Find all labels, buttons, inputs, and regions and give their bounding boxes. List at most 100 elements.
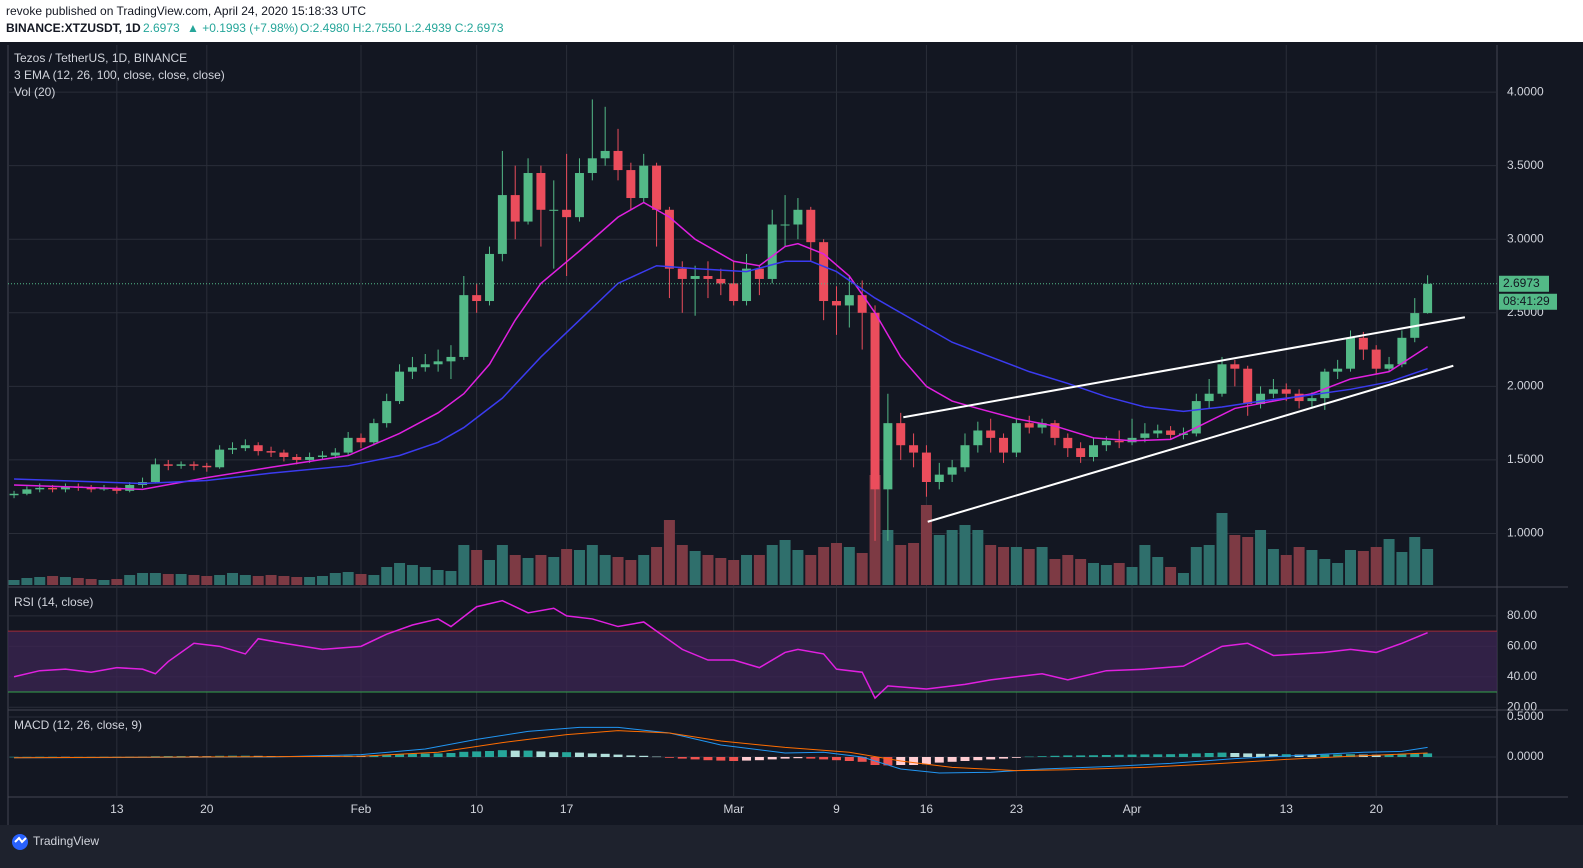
volume-bar xyxy=(612,557,624,585)
y-tick-label: 3.5000 xyxy=(1507,158,1544,172)
macd-histogram-bar xyxy=(664,757,674,758)
candle-body xyxy=(562,209,572,218)
volume-bar xyxy=(227,573,238,585)
x-tick-label: Feb xyxy=(351,802,372,816)
candle-body xyxy=(253,445,263,452)
macd-histogram-bar xyxy=(163,756,173,757)
volume-bar xyxy=(1280,555,1292,585)
macd-histogram-bar xyxy=(1384,754,1394,757)
candle-body xyxy=(690,276,700,279)
candle-body xyxy=(48,487,58,490)
volume-bar xyxy=(638,555,650,585)
volume-bar xyxy=(573,550,585,585)
y-tick-label: 60.00 xyxy=(1507,639,1537,653)
candle-body xyxy=(1063,437,1073,449)
macd-histogram-bar xyxy=(1166,754,1176,757)
macd-histogram-bar xyxy=(934,757,944,763)
candle-body xyxy=(909,445,919,453)
macd-histogram-bar xyxy=(754,757,764,761)
macd-histogram-bar xyxy=(806,757,816,759)
volume-bar xyxy=(676,545,688,585)
volume-bar xyxy=(124,575,136,585)
macd-histogram-bar xyxy=(9,756,19,758)
candle-body xyxy=(999,437,1009,453)
macd-histogram-bar xyxy=(35,756,45,758)
candle-body xyxy=(921,452,931,483)
x-tick-label: 20 xyxy=(1370,802,1384,816)
volume-bar xyxy=(1306,550,1318,585)
volume-bar xyxy=(265,575,277,585)
volume-bar xyxy=(1177,573,1189,585)
candle-body xyxy=(330,452,340,456)
volume-bar xyxy=(1345,550,1357,585)
volume-bar xyxy=(47,576,59,585)
candle-body xyxy=(857,295,867,313)
macd-histogram-bar xyxy=(1140,754,1150,757)
macd-histogram-bar xyxy=(1153,754,1163,757)
macd-title: MACD (12, 26, close, 9) xyxy=(14,718,142,732)
volume-bar xyxy=(1036,547,1048,585)
y-tick-label: 0.5000 xyxy=(1507,709,1544,723)
macd-histogram-bar xyxy=(1217,752,1227,757)
candle-body xyxy=(716,278,726,284)
volume-bar xyxy=(175,574,187,585)
candle-body xyxy=(1204,393,1214,402)
macd-histogram-bar xyxy=(742,757,752,761)
macd-histogram-bar xyxy=(472,751,482,757)
macd-histogram-bar xyxy=(150,756,160,757)
volume-bar xyxy=(1139,545,1151,585)
macd-histogram-bar xyxy=(652,756,662,758)
volume-bar xyxy=(201,576,213,585)
candle-body xyxy=(35,487,45,490)
macd-histogram-bar xyxy=(497,750,507,757)
volume-bar xyxy=(1293,547,1305,585)
volume-bar xyxy=(805,555,817,585)
macd-histogram-bar xyxy=(639,755,649,757)
candle-body xyxy=(343,437,353,453)
candle-body xyxy=(883,423,893,490)
macd-histogram-bar xyxy=(395,754,405,757)
candle-body xyxy=(228,448,237,450)
volume-bar xyxy=(779,540,791,585)
candle-body xyxy=(960,445,970,468)
volume-bar xyxy=(561,549,573,585)
macd-histogram-bar xyxy=(1127,754,1137,757)
macd-histogram-bar xyxy=(1243,753,1253,757)
volume-bar xyxy=(689,551,701,585)
candle-body xyxy=(664,209,674,269)
macd-histogram-bar xyxy=(767,757,777,760)
macd-line xyxy=(14,726,1428,774)
candle-body xyxy=(369,423,379,443)
volume-bar xyxy=(214,575,226,585)
published-line: revoke published on TradingView.com, Apr… xyxy=(6,4,366,18)
volume-bar xyxy=(753,555,765,585)
macd-histogram-bar xyxy=(459,751,469,757)
macd-histogram-bar xyxy=(1191,753,1201,757)
candle-body xyxy=(407,367,417,372)
candle-body xyxy=(279,452,289,457)
macd-histogram-bar xyxy=(1024,756,1034,758)
volume-bar xyxy=(908,543,920,585)
candle-body xyxy=(549,209,559,211)
macd-histogram-bar xyxy=(1371,754,1381,757)
volume-bar xyxy=(651,547,663,585)
volume-bar xyxy=(1113,563,1125,585)
candle-body xyxy=(780,224,790,226)
candle-body xyxy=(459,295,469,357)
macd-histogram-bar xyxy=(1333,754,1343,757)
x-tick-label: 13 xyxy=(1280,802,1294,816)
macd-histogram-bar xyxy=(857,757,867,762)
legend-entry: Tezos / TetherUS, 1D, BINANCE xyxy=(14,51,187,65)
candle-body xyxy=(1076,448,1086,457)
y-tick-label: 4.0000 xyxy=(1507,84,1544,98)
x-tick-label: 10 xyxy=(470,802,484,816)
candle-body xyxy=(1397,337,1407,365)
volume-bar xyxy=(471,550,483,585)
macd-histogram-bar xyxy=(600,753,610,757)
volume-bar xyxy=(1100,565,1112,585)
volume-bar xyxy=(496,545,508,585)
volume-bar xyxy=(1190,547,1202,585)
volume-bar xyxy=(239,575,251,585)
x-tick-label: Apr xyxy=(1123,802,1142,816)
header-bg xyxy=(0,0,1583,42)
